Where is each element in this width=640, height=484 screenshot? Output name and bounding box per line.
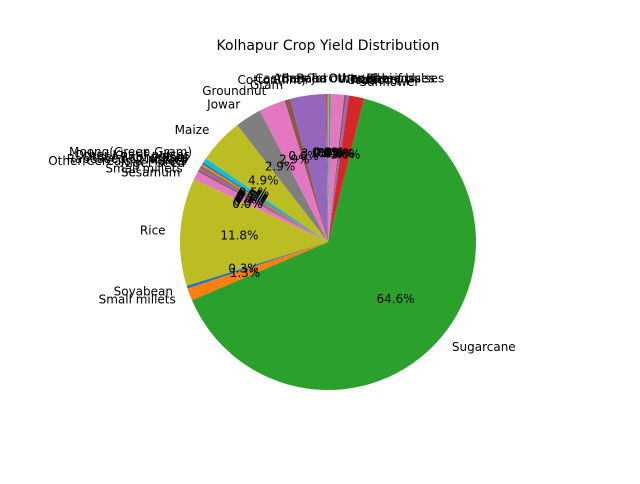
slice-label-groundnut: Groundnut: [202, 84, 266, 98]
slice-percent-jowar: 2.9%: [265, 160, 296, 174]
chart-title: Kolhapur Crop Yield Distribution: [217, 38, 440, 54]
slice-percent-rice: 11.8%: [220, 228, 258, 242]
slice-label-sesamum: Sesamum: [121, 166, 181, 180]
slice-label-other-rabi-pulses: Other Rabi pulses: [328, 72, 435, 86]
slice-percent-sesamum: 0.0%: [232, 197, 263, 211]
slice-percent-other-rabi-pulses: 0.1%: [313, 146, 344, 160]
slice-label-sugarcane: Sugarcane: [452, 340, 516, 354]
slice-label-jowar: Jowar: [206, 97, 240, 111]
slice-label-rice: Rice: [140, 223, 166, 237]
slice-label-maize: Maize: [175, 123, 210, 137]
slice-label-small-millets: Small millets: [99, 292, 176, 306]
slice-percent-sugarcane: 64.6%: [377, 292, 415, 306]
slice-percent-small-millets: 1.3%: [230, 266, 261, 280]
